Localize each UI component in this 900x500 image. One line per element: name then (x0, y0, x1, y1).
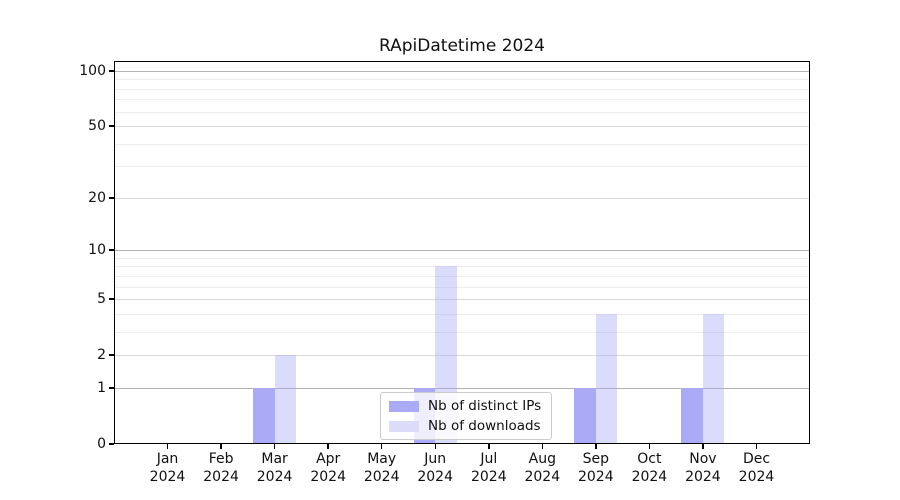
y-gridline-minor (114, 88, 810, 90)
y-gridline (114, 299, 810, 301)
y-gridline (114, 70, 810, 72)
x-tick-mark (220, 444, 222, 449)
x-tick-mark (488, 444, 490, 449)
y-tick-label: 2 (97, 347, 106, 364)
y-gridline-minor (114, 166, 810, 168)
y-gridline-minor (114, 143, 810, 145)
x-tick-label: Apr 2024 (310, 451, 346, 485)
y-gridline (114, 197, 810, 199)
bar-distinct-ips (574, 387, 596, 444)
y-tick-mark (109, 354, 114, 356)
legend-label-downloads: Nb of downloads (428, 418, 541, 434)
legend-swatch-distinct-ips (389, 400, 419, 412)
bar-distinct-ips (681, 387, 703, 444)
legend-swatch-downloads (389, 420, 419, 432)
x-tick-mark (273, 444, 276, 449)
y-gridline-minor (114, 266, 810, 268)
x-tick-label: Sep 2024 (577, 451, 614, 485)
x-tick-mark (434, 444, 436, 449)
x-tick-mark (648, 444, 651, 449)
y-tick-label: 20 (88, 189, 106, 206)
legend-entry-distinct-ips: Nb of distinct IPs (389, 398, 541, 414)
y-gridline (114, 387, 810, 389)
x-tick-label: Dec 2024 (738, 451, 775, 485)
x-tick-label: Jul 2024 (470, 451, 507, 485)
y-tick-mark (109, 70, 114, 72)
bar-downloads (274, 355, 297, 444)
y-gridline-minor (114, 331, 810, 333)
chart-title: RApiDatetime 2024 (379, 36, 545, 56)
y-gridline-minor (114, 79, 810, 81)
y-tick-label: 0 (97, 436, 106, 452)
y-tick-mark (109, 197, 114, 199)
x-tick-label: Feb 2024 (203, 451, 239, 485)
y-gridline (114, 126, 810, 127)
x-tick-label: Oct 2024 (631, 451, 668, 485)
x-tick-label: May 2024 (363, 451, 400, 485)
x-tick-mark (166, 444, 169, 449)
x-tick-mark (541, 444, 544, 449)
x-tick-mark (702, 444, 704, 449)
x-tick-label: Jan 2024 (149, 451, 186, 485)
y-gridline (114, 355, 810, 357)
y-tick-mark (109, 125, 114, 127)
bar-downloads (702, 313, 725, 444)
y-tick-mark (109, 249, 114, 251)
y-tick-label: 50 (88, 118, 106, 134)
y-tick-label: 100 (79, 62, 106, 79)
legend-entry-downloads: Nb of downloads (389, 418, 541, 434)
y-gridline (114, 250, 810, 252)
y-tick-label: 5 (97, 291, 106, 308)
y-gridline-minor (114, 99, 810, 101)
plot-background (114, 61, 810, 444)
y-tick-label: 10 (88, 242, 106, 259)
y-tick-label: 1 (97, 379, 106, 396)
y-gridline-minor (114, 286, 810, 288)
y-tick-mark (109, 387, 114, 389)
x-tick-label: Aug 2024 (524, 451, 561, 485)
y-gridline-minor (114, 313, 810, 315)
x-tick-label: Mar 2024 (256, 451, 293, 485)
x-tick-mark (595, 444, 597, 449)
x-tick-label: Jun 2024 (417, 451, 453, 485)
x-tick-mark (380, 444, 383, 449)
x-tick-mark (755, 444, 758, 449)
y-gridline-minor (114, 275, 810, 277)
legend-label-distinct-ips: Nb of distinct IPs (428, 398, 542, 414)
bar-distinct-ips (253, 387, 275, 444)
bar-downloads (595, 313, 618, 444)
legend: Nb of distinct IPs Nb of downloads (380, 392, 553, 440)
y-tick-mark (109, 443, 114, 445)
y-gridline-minor (114, 111, 810, 113)
y-gridline-minor (114, 257, 810, 259)
y-tick-mark (109, 298, 114, 300)
x-tick-label: Nov 2024 (685, 451, 721, 485)
x-tick-mark (327, 444, 329, 449)
